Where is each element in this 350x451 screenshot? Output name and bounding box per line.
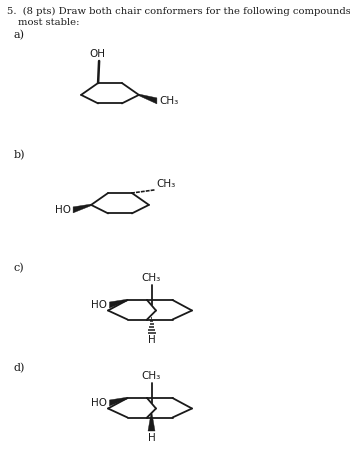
Text: CH₃: CH₃ bbox=[159, 96, 178, 106]
Polygon shape bbox=[73, 204, 91, 213]
Text: HO: HO bbox=[55, 205, 71, 215]
Text: CH₃: CH₃ bbox=[142, 273, 161, 283]
Text: CH₃: CH₃ bbox=[156, 179, 175, 189]
Text: H: H bbox=[148, 335, 155, 345]
Text: c): c) bbox=[14, 263, 24, 273]
Text: HO: HO bbox=[91, 300, 107, 310]
Text: 5.  (8 pts) Draw both chair conformers for the following compounds. Circle the o: 5. (8 pts) Draw both chair conformers fo… bbox=[7, 7, 350, 16]
Text: H: H bbox=[148, 433, 155, 443]
Polygon shape bbox=[110, 397, 127, 406]
Text: d): d) bbox=[14, 363, 25, 373]
Text: a): a) bbox=[14, 30, 25, 40]
Text: HO: HO bbox=[91, 398, 107, 408]
Polygon shape bbox=[148, 413, 155, 431]
Text: b): b) bbox=[14, 150, 26, 160]
Text: most stable:: most stable: bbox=[18, 18, 79, 27]
Text: CH₃: CH₃ bbox=[142, 371, 161, 381]
Text: OH: OH bbox=[89, 49, 105, 59]
Polygon shape bbox=[110, 299, 127, 308]
Polygon shape bbox=[139, 94, 157, 104]
